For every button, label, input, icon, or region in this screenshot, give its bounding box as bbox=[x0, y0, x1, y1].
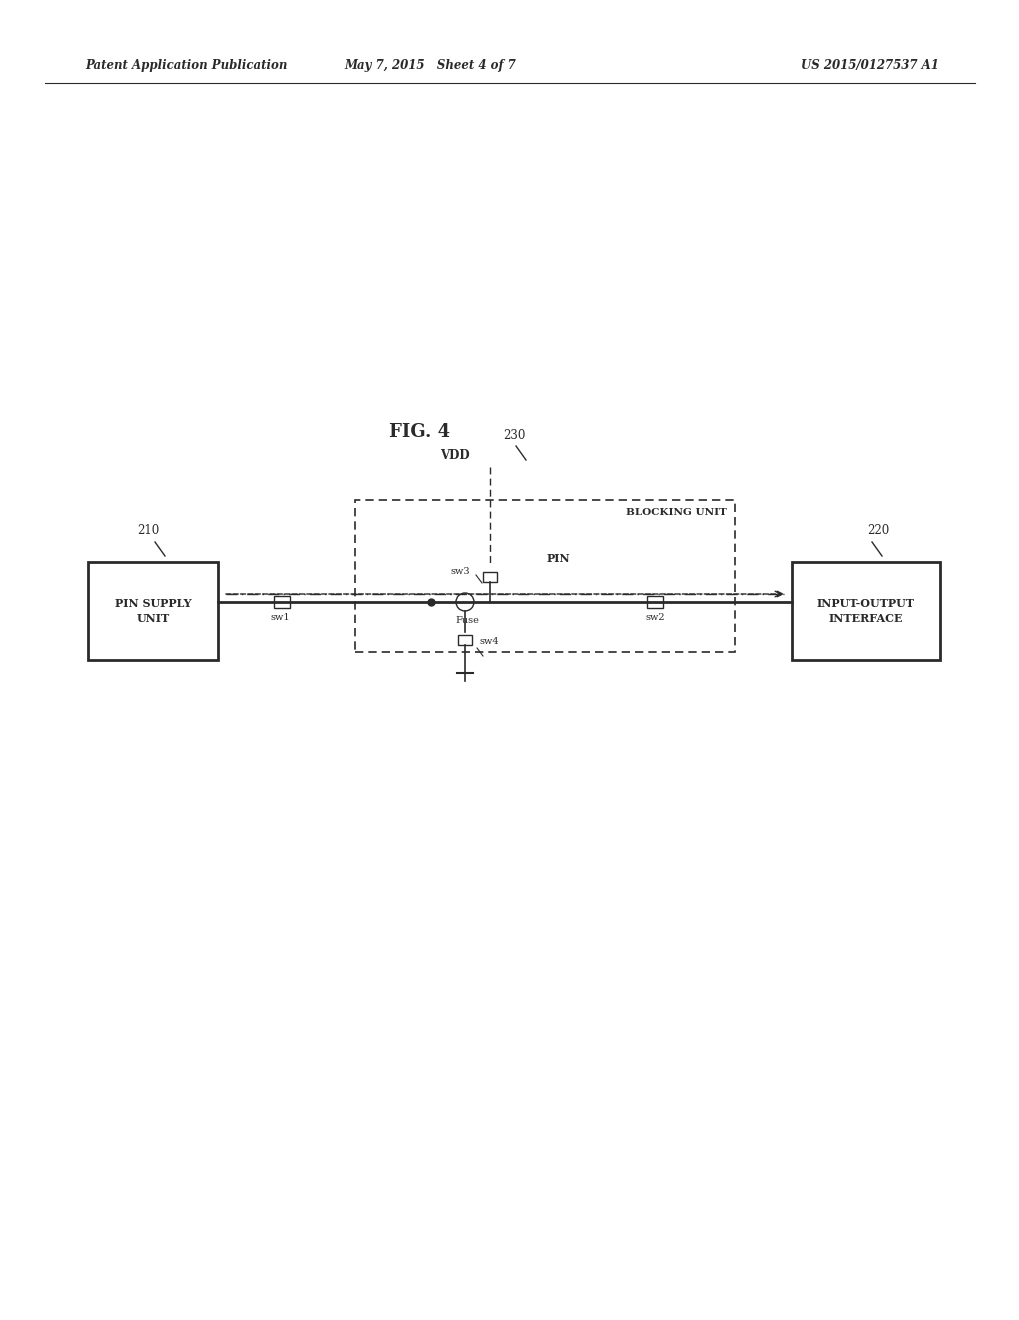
Bar bbox=[646, 597, 662, 609]
Text: PIN: PIN bbox=[545, 553, 570, 564]
Text: 230: 230 bbox=[502, 429, 525, 442]
Bar bbox=[458, 635, 472, 645]
Bar bbox=[791, 562, 940, 660]
Text: Patent Application Publication: Patent Application Publication bbox=[85, 58, 287, 71]
Text: 210: 210 bbox=[137, 524, 159, 537]
Bar bbox=[483, 572, 496, 582]
Bar bbox=[88, 562, 218, 660]
Text: sw4: sw4 bbox=[480, 638, 499, 647]
Text: FIG. 4: FIG. 4 bbox=[389, 422, 450, 441]
Text: 220: 220 bbox=[866, 524, 889, 537]
Text: US 2015/0127537 A1: US 2015/0127537 A1 bbox=[800, 58, 938, 71]
Text: VDD: VDD bbox=[440, 449, 470, 462]
Text: BLOCKING UNIT: BLOCKING UNIT bbox=[626, 508, 727, 517]
Text: INPUT-OUTPUT
INTERFACE: INPUT-OUTPUT INTERFACE bbox=[816, 598, 914, 624]
Text: PIN SUPPLY
UNIT: PIN SUPPLY UNIT bbox=[114, 598, 192, 624]
Bar bbox=[355, 500, 735, 652]
Text: sw3: sw3 bbox=[450, 566, 470, 576]
Bar bbox=[274, 597, 289, 609]
Text: May 7, 2015   Sheet 4 of 7: May 7, 2015 Sheet 4 of 7 bbox=[343, 58, 516, 71]
Text: Fuse: Fuse bbox=[454, 616, 479, 624]
Text: sw2: sw2 bbox=[645, 612, 664, 622]
Text: sw1: sw1 bbox=[270, 612, 289, 622]
